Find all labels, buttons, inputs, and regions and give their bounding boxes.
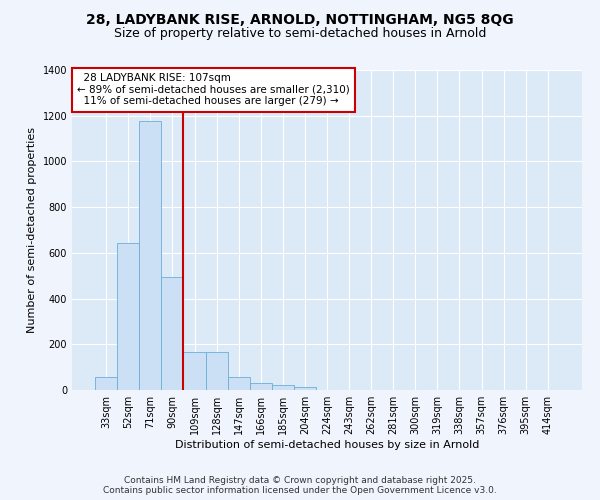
Y-axis label: Number of semi-detached properties: Number of semi-detached properties xyxy=(27,127,37,333)
Bar xyxy=(250,383,272,390)
Bar xyxy=(161,277,184,390)
Bar xyxy=(206,352,227,390)
Bar xyxy=(272,386,294,390)
Bar xyxy=(227,378,250,390)
Text: 28 LADYBANK RISE: 107sqm
← 89% of semi-detached houses are smaller (2,310)
  11%: 28 LADYBANK RISE: 107sqm ← 89% of semi-d… xyxy=(77,73,350,106)
Bar xyxy=(184,352,206,390)
Text: Size of property relative to semi-detached houses in Arnold: Size of property relative to semi-detach… xyxy=(114,28,486,40)
Bar xyxy=(294,386,316,390)
Text: Contains HM Land Registry data © Crown copyright and database right 2025.
Contai: Contains HM Land Registry data © Crown c… xyxy=(103,476,497,495)
X-axis label: Distribution of semi-detached houses by size in Arnold: Distribution of semi-detached houses by … xyxy=(175,440,479,450)
Bar xyxy=(95,378,117,390)
Bar xyxy=(139,122,161,390)
Text: 28, LADYBANK RISE, ARNOLD, NOTTINGHAM, NG5 8QG: 28, LADYBANK RISE, ARNOLD, NOTTINGHAM, N… xyxy=(86,12,514,26)
Bar xyxy=(117,242,139,390)
